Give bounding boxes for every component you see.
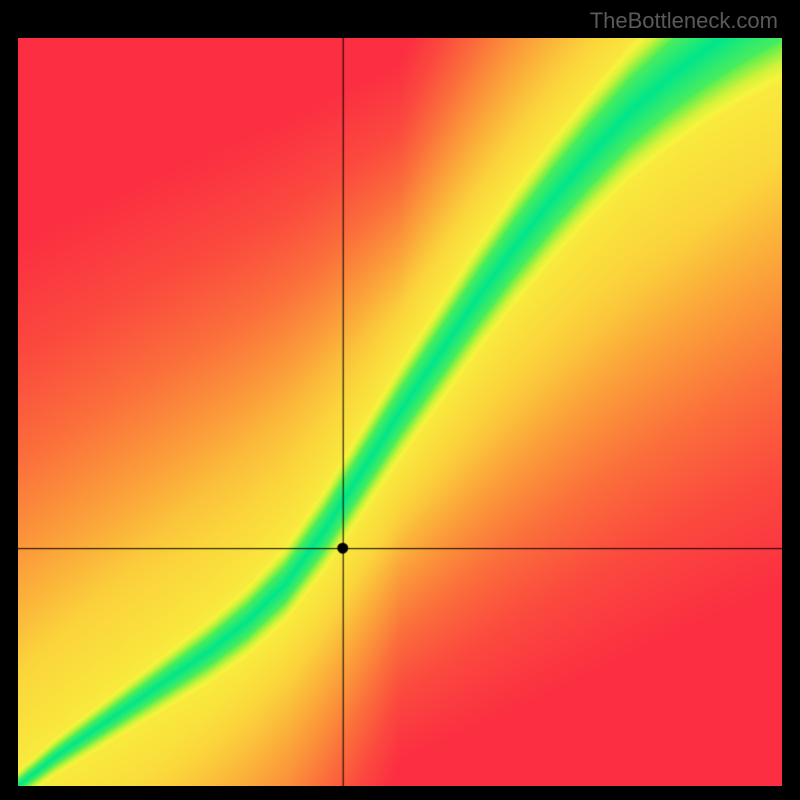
watermark-text: TheBottleneck.com bbox=[590, 8, 778, 34]
heatmap-plot bbox=[18, 38, 782, 786]
